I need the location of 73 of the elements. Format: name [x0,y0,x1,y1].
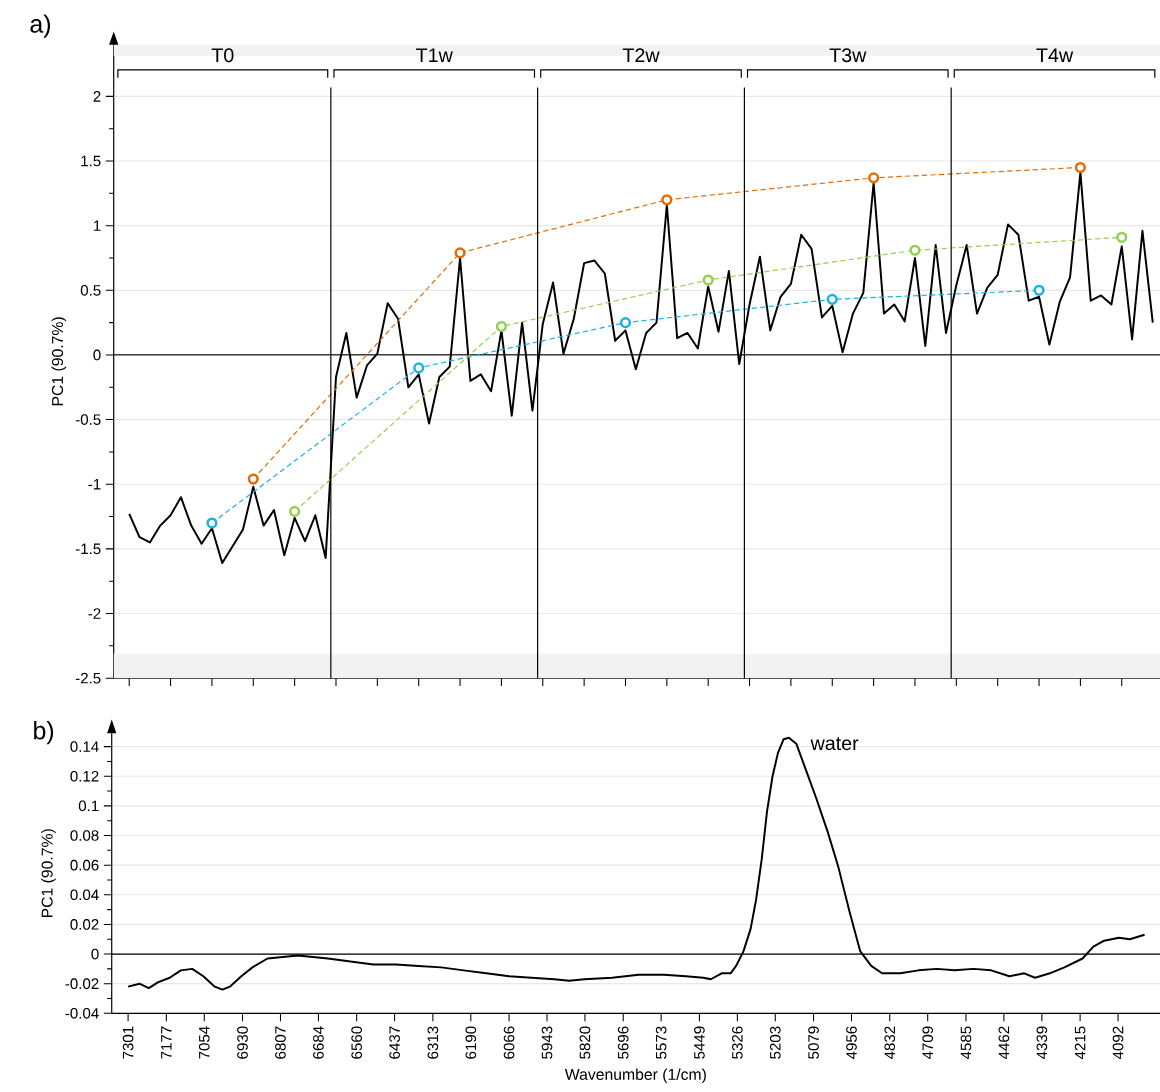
y-tick-label: 0.5 [80,285,101,296]
y-tick-label: 0.04 [70,889,99,901]
x-tick-label: 6066 [503,1026,515,1059]
point [826,294,838,306]
point [495,321,507,333]
point [661,194,673,206]
y-tick-label: 0.12 [70,771,99,782]
y-tick-label: -0.5 [75,414,101,426]
y-tick-label: -0.04 [65,1008,99,1019]
x-tick-label: 4585 [960,1026,972,1060]
y-tick-label: -2 [88,608,101,620]
y-axis-title: PC1 (90.7%) [51,317,67,406]
point [206,517,218,529]
annotation: T4w [1036,48,1074,63]
x-tick-label: 4215 [1074,1026,1086,1060]
x-tick-label: 6190 [465,1026,477,1059]
x-tick-label: 5203 [769,1026,781,1060]
y-tick-label: 1.5 [81,155,101,167]
x-tick-label: 5079 [808,1026,819,1060]
chart-title: a) [30,14,51,38]
y-tick-label: -1 [88,479,101,490]
point [1033,284,1045,297]
point [702,274,714,286]
annotation: water [810,737,859,751]
x-tick-label: 4462 [998,1026,1010,1060]
y-tick-label: 0.1 [78,800,99,812]
annotation: T3w [829,48,867,63]
y-axis-title: PC1 (90.7%) [41,829,56,918]
annotation: T1w [416,48,453,63]
y-tick-label: 1 [93,220,101,232]
x-tick-label: 5943 [541,1026,553,1060]
y-tick-label: 0.06 [70,860,99,871]
point [247,473,259,485]
y-tick-label: 0.08 [70,830,99,842]
x-axis-title: Wavenumber (1/cm) [564,1068,706,1084]
x-tick-label: 6807 [275,1026,286,1059]
y-tick-label: -0.02 [65,978,99,990]
x-tick-label: 6560 [351,1026,363,1059]
x-tick-label: 4092 [1112,1026,1124,1060]
x-tick-label: 7054 [198,1026,210,1059]
y-tick-label: 2 [93,91,101,102]
y-tick-label: -2.5 [75,673,101,684]
x-tick-label: 4832 [884,1026,896,1060]
x-tick-label: 6437 [389,1026,400,1059]
point [1074,162,1086,174]
point [868,172,880,184]
chart-title: b) [34,721,54,745]
x-tick-label: 5696 [617,1026,629,1060]
y-tick-label: 0 [91,948,99,960]
y-tick-label: -1.5 [75,543,101,555]
x-tick-label: 5326 [732,1026,743,1060]
annotation: T0 [211,48,234,63]
point [619,317,632,329]
point [1116,231,1128,244]
y-tick-label: 0 [93,349,101,361]
x-tick-label: 4339 [1036,1026,1048,1060]
x-tick-label: 6930 [237,1026,248,1059]
point [289,506,301,518]
x-tick-label: 7177 [161,1026,172,1059]
x-tick-label: 6684 [313,1026,324,1059]
x-tick-label: 4956 [846,1026,857,1060]
y-tick-label: 0.14 [70,741,99,753]
x-tick-label: 7301 [122,1026,134,1059]
x-tick-label: 5820 [579,1026,591,1060]
point [909,244,921,257]
point [413,362,425,374]
annotation: T2w [622,48,660,63]
x-tick-label: 6313 [427,1026,439,1059]
x-tick-label: 4709 [922,1026,934,1060]
y-tick-label: 0.02 [70,919,99,930]
x-tick-label: 5573 [655,1026,667,1060]
x-tick-label: 5449 [694,1026,705,1060]
point [454,247,466,259]
